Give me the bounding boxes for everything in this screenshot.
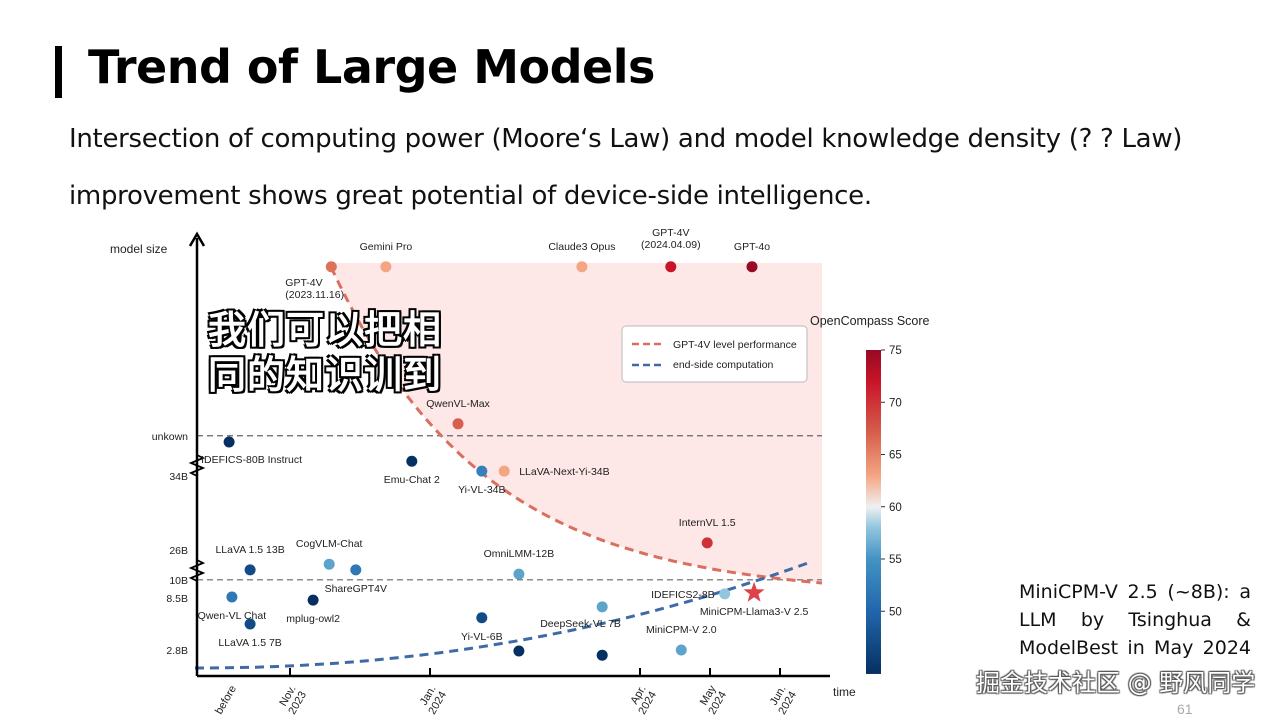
point-label: IDEFICS2-8B: [651, 589, 715, 601]
video-subtitle: 我们可以把相同的知识训到: [208, 308, 443, 397]
x-tick-label: Jan.2024: [416, 684, 449, 717]
point-label: GPT-4V: [652, 227, 689, 239]
data-point: [719, 588, 731, 600]
x-tick-label: Jun.2024: [766, 684, 799, 717]
data-point: [498, 465, 510, 477]
colorbar-tick-label: 65: [889, 450, 902, 462]
side-note: MiniCPM-V 2.5 (~8B): a LLM by Tsinghua &…: [1019, 578, 1251, 662]
point-label: LLaVA 1.5 13B: [215, 544, 284, 556]
point-label: Yi-VL-34B: [458, 484, 505, 496]
slide-title: Trend of Large Models: [88, 40, 655, 94]
y-tick-label: 8.5B: [166, 593, 188, 605]
legend-label: GPT-4V level performance: [673, 339, 797, 351]
data-point: [513, 568, 525, 580]
point-label: InternVL 1.5: [679, 517, 736, 529]
point-label: GPT-4o: [734, 241, 770, 253]
axis-break-icon: [188, 454, 206, 477]
point-label: MiniCPM-V 2.0: [646, 624, 717, 636]
data-point: [476, 465, 488, 477]
side-note-line: MiniCPM-V 2.5 (~8B): a: [1019, 581, 1251, 603]
star-point-icon: [743, 581, 765, 602]
point-label: LLaVA 1.5 7B: [218, 637, 281, 649]
data-point: [675, 644, 687, 656]
side-note-line: ModelBest in May 2024: [1019, 637, 1251, 659]
x-tick-label: before: [213, 684, 239, 717]
y-axis-arrow-icon: [188, 231, 206, 247]
body-line-1: Intersection of computing power (Moore‘s…: [69, 124, 1183, 154]
data-point: [307, 594, 319, 606]
point-label: Emu-Chat 2: [384, 474, 440, 486]
data-point: [244, 564, 256, 576]
page-number: 61: [1177, 701, 1193, 717]
body-line-2: improvement shows great potential of dev…: [69, 181, 872, 211]
point-label: Claude3 Opus: [548, 241, 615, 253]
data-point: [350, 564, 362, 576]
x-axis-label: time: [833, 685, 856, 699]
watermark: 掘金技术社区 @ 野风同学: [976, 669, 1256, 697]
y-tick-label: 2.8B: [166, 645, 188, 657]
point-label: IDEFICS-80B Instruct: [201, 454, 302, 466]
data-point: [576, 261, 588, 273]
colorbar-tick-label: 60: [889, 502, 902, 514]
colorbar-tick-label: 75: [889, 345, 902, 357]
colorbar-tick-label: 70: [889, 397, 902, 409]
point-label: (2023.11.16): [285, 289, 344, 301]
data-point: [244, 618, 256, 630]
colorbar: [866, 350, 881, 674]
point-label: GPT-4V: [285, 277, 322, 289]
point-label: Qwen-VL Chat: [198, 610, 267, 622]
y-axis-label: model size: [110, 242, 168, 256]
data-point: [406, 455, 418, 467]
y-tick-label: 34B: [169, 471, 188, 483]
end-side-curve: [195, 561, 809, 670]
axis-break-icon: [188, 559, 206, 582]
data-point: [746, 261, 758, 273]
colorbar-tick-label: 55: [889, 554, 902, 566]
data-point: [596, 649, 608, 661]
x-tick-label: Apr.2024: [626, 684, 659, 717]
side-note-line: LLM by Tsinghua &: [1019, 609, 1251, 631]
point-label: mplug-owl2: [286, 613, 340, 625]
data-point: [323, 558, 335, 570]
data-point: [226, 591, 238, 603]
y-tick-label: 26B: [169, 545, 188, 557]
legend-box: [621, 325, 808, 383]
point-label: CogVLM-Chat: [296, 538, 363, 550]
x-tick-label-part: before: [213, 684, 239, 717]
point-label: DeepSeek-VL 7B: [540, 618, 621, 630]
point-label: OmniLMM-12B: [484, 548, 555, 560]
data-point: [513, 645, 525, 657]
data-point: [325, 261, 337, 273]
y-tick-label: unkown: [152, 431, 188, 443]
point-label: Gemini Pro: [360, 241, 413, 253]
data-point: [380, 261, 392, 273]
data-point: [476, 612, 488, 624]
point-label: QwenVL-Max: [426, 398, 490, 410]
x-tick-label: May2024: [696, 683, 729, 717]
point-label: (2024.04.09): [641, 239, 701, 251]
point-label: LLaVA-Next-Yi-34B: [519, 466, 609, 478]
data-point: [223, 436, 235, 448]
data-point: [665, 261, 677, 273]
data-point: [596, 601, 608, 613]
data-point: [452, 418, 464, 430]
x-tick-label: Nov.2023: [276, 684, 309, 717]
legend-label: end-side computation: [673, 359, 774, 371]
point-label: Yi-VL-6B: [461, 631, 503, 643]
title-accent-bar: [55, 46, 62, 98]
colorbar-title: OpenCompass Score: [810, 314, 930, 328]
colorbar-tick-label: 50: [889, 606, 902, 618]
point-label: MiniCPM-Llama3-V 2.5: [700, 606, 809, 618]
point-label: ShareGPT4V: [325, 583, 387, 595]
gpt4v-level-curve: [329, 266, 823, 585]
legend: [621, 325, 808, 383]
data-point: [701, 537, 713, 549]
y-tick-label: 10B: [169, 575, 188, 587]
